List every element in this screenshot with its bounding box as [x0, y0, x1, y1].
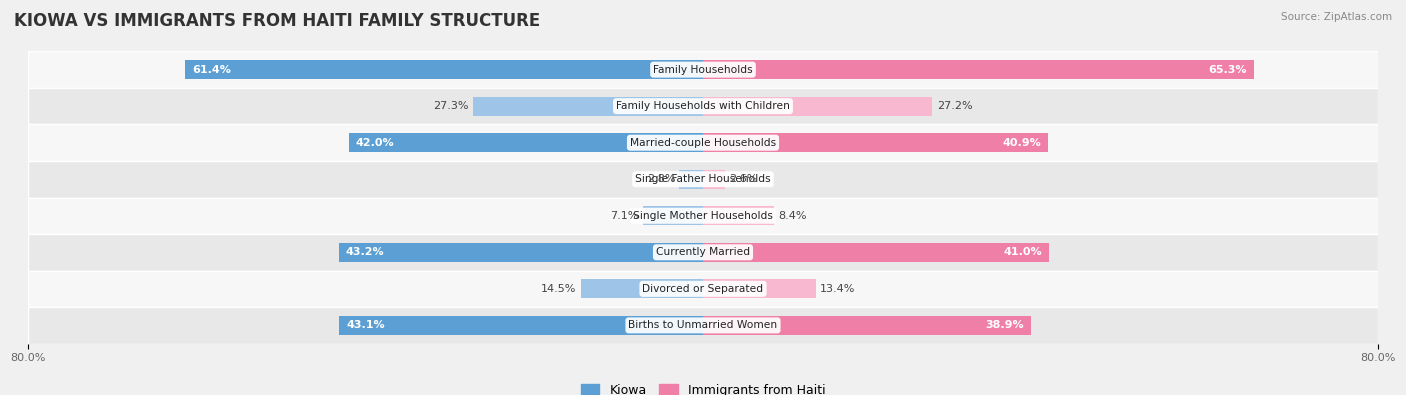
Bar — [349, 133, 703, 152]
Text: 7.1%: 7.1% — [610, 211, 638, 221]
Text: 27.2%: 27.2% — [936, 101, 973, 111]
Legend: Kiowa, Immigrants from Haiti: Kiowa, Immigrants from Haiti — [575, 379, 831, 395]
Text: 42.0%: 42.0% — [356, 138, 394, 148]
Bar — [703, 243, 1049, 262]
Bar — [472, 97, 703, 116]
Text: 8.4%: 8.4% — [778, 211, 807, 221]
Bar — [643, 206, 703, 225]
Text: Single Father Households: Single Father Households — [636, 174, 770, 184]
Text: KIOWA VS IMMIGRANTS FROM HAITI FAMILY STRUCTURE: KIOWA VS IMMIGRANTS FROM HAITI FAMILY ST… — [14, 12, 540, 30]
Text: 61.4%: 61.4% — [191, 65, 231, 75]
Bar — [28, 88, 1378, 124]
Bar — [28, 51, 1378, 88]
Text: Family Households: Family Households — [654, 65, 752, 75]
Text: 14.5%: 14.5% — [541, 284, 576, 294]
Bar — [339, 316, 703, 335]
Text: 2.8%: 2.8% — [647, 174, 675, 184]
Bar — [186, 60, 703, 79]
Text: 43.2%: 43.2% — [346, 247, 384, 257]
Bar — [679, 170, 703, 189]
Text: 65.3%: 65.3% — [1209, 65, 1247, 75]
Text: Married-couple Households: Married-couple Households — [630, 138, 776, 148]
Bar — [28, 161, 1378, 198]
Text: Single Mother Households: Single Mother Households — [633, 211, 773, 221]
Text: Currently Married: Currently Married — [657, 247, 749, 257]
Text: 41.0%: 41.0% — [1004, 247, 1042, 257]
Bar — [28, 307, 1378, 344]
Bar — [28, 271, 1378, 307]
Text: 38.9%: 38.9% — [986, 320, 1025, 330]
Text: 2.6%: 2.6% — [730, 174, 758, 184]
Bar — [28, 124, 1378, 161]
Bar — [581, 279, 703, 298]
Bar — [703, 133, 1047, 152]
Bar — [703, 97, 932, 116]
Bar — [339, 243, 703, 262]
Bar — [703, 206, 773, 225]
Text: Family Households with Children: Family Households with Children — [616, 101, 790, 111]
Bar — [703, 316, 1031, 335]
Text: Source: ZipAtlas.com: Source: ZipAtlas.com — [1281, 12, 1392, 22]
Text: 40.9%: 40.9% — [1002, 138, 1042, 148]
Bar — [703, 170, 725, 189]
Text: 27.3%: 27.3% — [433, 101, 468, 111]
Bar — [703, 60, 1254, 79]
Text: 43.1%: 43.1% — [346, 320, 385, 330]
Bar — [703, 279, 815, 298]
Text: Divorced or Separated: Divorced or Separated — [643, 284, 763, 294]
Text: Births to Unmarried Women: Births to Unmarried Women — [628, 320, 778, 330]
Bar — [28, 198, 1378, 234]
Bar — [28, 234, 1378, 271]
Text: 13.4%: 13.4% — [820, 284, 856, 294]
